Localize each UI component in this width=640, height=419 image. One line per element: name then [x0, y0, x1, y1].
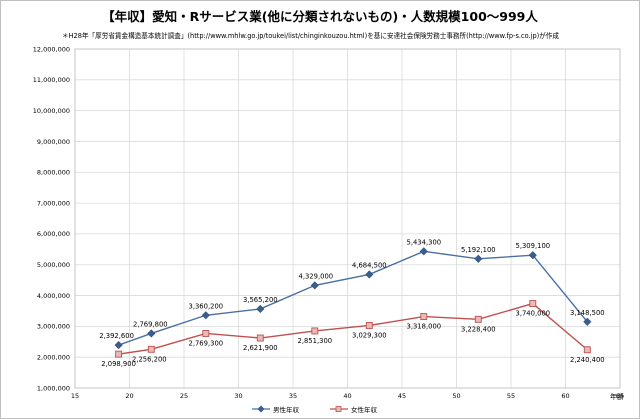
y-tick-label: 9,000,000 — [37, 138, 70, 146]
male-data-point — [147, 329, 156, 338]
y-tick-label: 3,000,000 — [37, 323, 70, 331]
x-tick-label: 20 — [125, 392, 133, 400]
male-data-label: 4,329,000 — [299, 272, 334, 280]
female-data-label: 2,098,900 — [101, 360, 136, 368]
legend-male-swatch — [252, 405, 270, 413]
female-data-point — [256, 334, 264, 342]
x-axis-label: 年齢 — [610, 393, 624, 401]
female-data-label: 2,621,900 — [243, 344, 278, 352]
female-data-label: 2,769,300 — [189, 339, 224, 347]
female-data-point — [529, 300, 537, 308]
x-tick-label: 50 — [452, 392, 460, 400]
chart-title: 【年収】愛知・Rサービス業(他に分類されないもの)・人数規模100〜999人 — [102, 9, 538, 24]
female-data-label: 2,256,200 — [132, 355, 167, 363]
male-data-point — [583, 317, 592, 326]
female-data-point — [147, 345, 155, 353]
male-data-point — [419, 247, 428, 256]
x-tick-label: 25 — [180, 392, 188, 400]
male-data-point — [256, 304, 265, 313]
y-tick-label: 2,000,000 — [37, 353, 70, 361]
male-data-label: 3,148,500 — [570, 309, 605, 317]
male-data-point — [310, 281, 319, 290]
legend-item-male: 男性年収 — [252, 404, 299, 414]
male-series-line — [118, 250, 588, 346]
x-tick-label: 45 — [398, 392, 406, 400]
legend: 男性年収 女性年収 — [0, 404, 640, 416]
male-data-label: 5,309,100 — [516, 242, 551, 250]
male-data-label: 2,769,800 — [133, 320, 168, 328]
x-tick-label: 40 — [343, 392, 351, 400]
legend-female-label: 女性年収 — [351, 406, 377, 414]
female-series-line — [118, 302, 588, 355]
female-data-point — [474, 315, 482, 323]
x-tick-label: 30 — [234, 392, 242, 400]
y-tick-label: 11,000,000 — [33, 76, 70, 84]
chart-subtitle: ＊H28年「厚労省賃金構造基本統計調査」(http://www.mhlw.go.… — [62, 32, 559, 40]
female-data-label: 3,029,300 — [352, 331, 387, 339]
y-tick-label: 12,000,000 — [33, 45, 70, 53]
plot-border — [74, 48, 621, 389]
male-data-point — [114, 341, 123, 350]
legend-male-label: 男性年収 — [273, 406, 299, 414]
legend-item-female: 女性年収 — [330, 404, 377, 414]
female-data-point — [202, 330, 210, 337]
x-tick-label: 55 — [507, 392, 515, 400]
female-data-label: 2,240,400 — [570, 356, 605, 364]
male-data-label: 5,192,100 — [461, 246, 496, 254]
male-data-point — [474, 254, 483, 263]
male-data-label: 3,565,200 — [243, 296, 278, 304]
male-data-point — [201, 311, 210, 320]
y-tick-label: 8,000,000 — [37, 169, 70, 177]
y-tick-label: 10,000,000 — [33, 107, 70, 115]
legend-female-swatch — [330, 406, 348, 412]
female-data-point — [420, 313, 428, 321]
female-data-label: 3,228,400 — [461, 325, 496, 333]
female-data-label: 2,851,300 — [298, 337, 333, 345]
x-tick-label: 60 — [561, 392, 569, 400]
female-data-point — [365, 322, 373, 329]
male-data-label: 3,360,200 — [189, 302, 224, 310]
y-tick-label: 5,000,000 — [37, 261, 70, 269]
male-data-label: 4,684,500 — [352, 261, 387, 269]
male-data-point — [365, 270, 374, 279]
male-data-label: 2,392,600 — [99, 332, 134, 340]
female-data-point — [583, 346, 591, 354]
female-data-point — [311, 327, 319, 335]
x-tick-label: 65 — [616, 392, 624, 400]
y-tick-label: 7,000,000 — [37, 199, 70, 207]
female-data-label: 3,740,000 — [516, 310, 551, 318]
y-tick-label: 1,000,000 — [37, 384, 70, 392]
x-tick-label: 35 — [289, 392, 297, 400]
male-data-label: 5,434,300 — [407, 238, 442, 246]
female-data-label: 3,318,000 — [407, 323, 442, 331]
x-tick-label: 15 — [71, 392, 79, 400]
y-tick-label: 6,000,000 — [37, 230, 70, 238]
female-data-point — [115, 350, 123, 358]
y-tick-label: 4,000,000 — [37, 292, 70, 300]
male-data-point — [528, 251, 537, 260]
